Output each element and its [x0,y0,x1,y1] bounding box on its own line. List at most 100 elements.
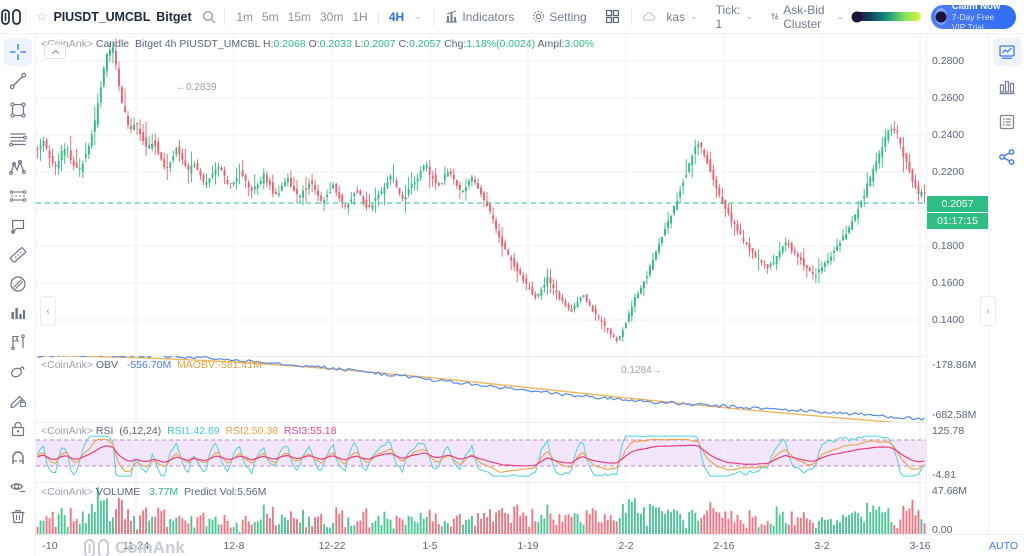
delete-drawings-tool[interactable] [4,502,32,530]
predict-vol-value: 5.56M [237,486,267,498]
search-icon[interactable] [200,10,216,24]
chart-monitor-panel[interactable] [992,38,1021,66]
list-panel[interactable] [993,108,1021,136]
slider-knob-left[interactable] [851,11,863,22]
gear-icon [533,10,545,23]
fib-channel-tool[interactable] [4,183,32,211]
kas-selector[interactable]: kas ⌄ [658,10,706,24]
volume-plot[interactable] [36,482,926,534]
candle-exchange: Bitget [135,38,162,50]
rsi-source: <CoinAnk> [41,425,93,437]
candlestick-plot[interactable] [36,34,926,356]
volume-tick: 47.68M [932,485,968,497]
coinank-logo[interactable] [0,0,23,33]
parallel-channel-tool[interactable] [4,125,32,153]
rsi2-value: 50.38 [251,425,279,437]
period-low-annotation: 0.1284→ [621,365,662,376]
indicators-label: Indicators [462,9,515,24]
obv-pane-legend: <CoinAnk> OBV -556.70M MAOBV:-581.41M [41,359,262,371]
ampl-label: Ampl: [537,38,565,50]
open-label: O: [308,38,320,50]
volume-title: VOLUME [95,486,141,498]
pencil-lock-tool[interactable] [4,386,32,414]
position-flag-tool[interactable] [4,328,32,356]
rsi3-value: 55.18 [310,425,337,437]
elliott-wave-tool[interactable] [4,154,32,182]
price-tick: 0.1800 [932,240,965,252]
time-tick: 2-2 [618,540,634,552]
chg-label: Chg: [444,38,467,50]
maobv-label: MAOBV: [177,359,218,371]
time-tick: -10 [42,540,58,552]
hide-drawings-tool[interactable] [4,473,32,501]
timeframe-15m[interactable]: 15m [287,9,311,24]
rsi3-label: RSI3: [283,425,311,437]
timeframe-5m[interactable]: 5m [261,9,279,24]
bar-chart-panel[interactable] [993,73,1021,101]
obv-plot[interactable] [36,356,926,422]
setting-button[interactable]: Setting [523,10,595,24]
ruler-tool[interactable] [4,241,32,269]
right-panel-toolbar [988,34,1024,556]
star-icon[interactable]: ☆ [35,8,48,24]
expand-left-button[interactable]: ‹ [40,296,56,326]
time-tick: 12-22 [318,540,346,552]
cloud-icon[interactable] [633,11,658,23]
lock-tool[interactable] [4,415,32,443]
price-tick: 0.1600 [932,277,965,289]
bar-pattern-tool[interactable] [4,299,32,327]
timeframe-30m[interactable]: 30m [320,9,344,24]
rsi1-value: 42.69 [193,425,220,437]
price-tick: 0.2600 [932,92,965,104]
current-price-badge: 0.2057 [927,196,988,212]
rectangle-tool[interactable] [4,96,32,124]
rsi-plot[interactable] [36,422,926,482]
rsi1-label: RSI1: [167,425,194,437]
indicators-button[interactable]: Indicators [436,10,523,24]
symbol-selector[interactable]: ☆ PIUSDT_UMCBL Bitget [28,9,200,25]
volume-tick: 0.00 [932,524,953,536]
chg-value: 1.18%(0.0024) [466,38,536,50]
chart-area[interactable]: <CoinAnk> Candle Bitget 4h PIUSDT_UMCBL … [36,34,996,556]
color-gradient-slider[interactable] [851,11,947,22]
close-value: 0.2057 [409,38,442,50]
volume-pane-legend: <CoinAnk> VOLUME 3.77M Predict Vol:5.56M [41,486,266,498]
expand-right-button[interactable]: ‹ [980,296,996,326]
price-axis[interactable]: 0.2800 0.2600 0.2400 0.2200 0.2057 01:17… [926,34,988,536]
text-callout-tool[interactable] [4,212,32,240]
obv-tick: -178.86M [932,359,977,371]
time-tick: 1-5 [422,540,438,552]
pane-divider [36,482,988,483]
tick-selector[interactable]: Tick: 1 ⌄ [707,3,762,31]
trend-line-tool[interactable] [4,67,32,95]
collapse-pane-button[interactable] [44,44,66,59]
timeframe-4h[interactable]: 4H [388,9,405,24]
pane-divider [36,422,988,423]
timeframe-1h[interactable]: 1H [352,9,368,24]
magnet-tool[interactable] [4,444,32,472]
chevron-down-icon[interactable]: ⌄ [414,11,422,21]
price-tick: 0.1400 [932,314,965,326]
eraser-tool[interactable] [4,357,32,385]
symbol-name: PIUSDT_UMCBL [53,9,151,24]
period-high-annotation: ←0.2839 [176,82,217,93]
share-panel[interactable] [993,143,1021,171]
setting-label: Setting [549,9,587,24]
timeframe-1m[interactable]: 1m [236,9,253,24]
open-value: 0.2033 [319,38,352,50]
grid-layout-icon[interactable] [596,10,629,23]
vip-claim-label: Claim Now [951,0,1001,12]
crosshair-tool[interactable] [3,38,32,66]
obv-value: -556.70M [126,359,172,371]
brush-tool[interactable] [4,270,32,298]
auto-scale-button[interactable]: AUTO [989,540,1018,552]
drawing-toolbar [0,34,36,556]
ask-bid-cluster-selector[interactable]: Ask-Bid Cluster ⌄ [762,3,853,31]
vip-trial-label: 7-Day Free VIP Trial [951,11,995,32]
slider-knob-right[interactable] [935,11,947,22]
low-value: 0.2007 [363,38,396,50]
rsi-tick: 125.78 [932,425,965,437]
countdown-badge: 01:17:15 [927,212,988,229]
high-value: 0.2068 [273,38,306,50]
time-axis[interactable]: -10 11-24 12-8 12-22 1-5 1-19 2-2 2-16 3… [36,534,1024,556]
